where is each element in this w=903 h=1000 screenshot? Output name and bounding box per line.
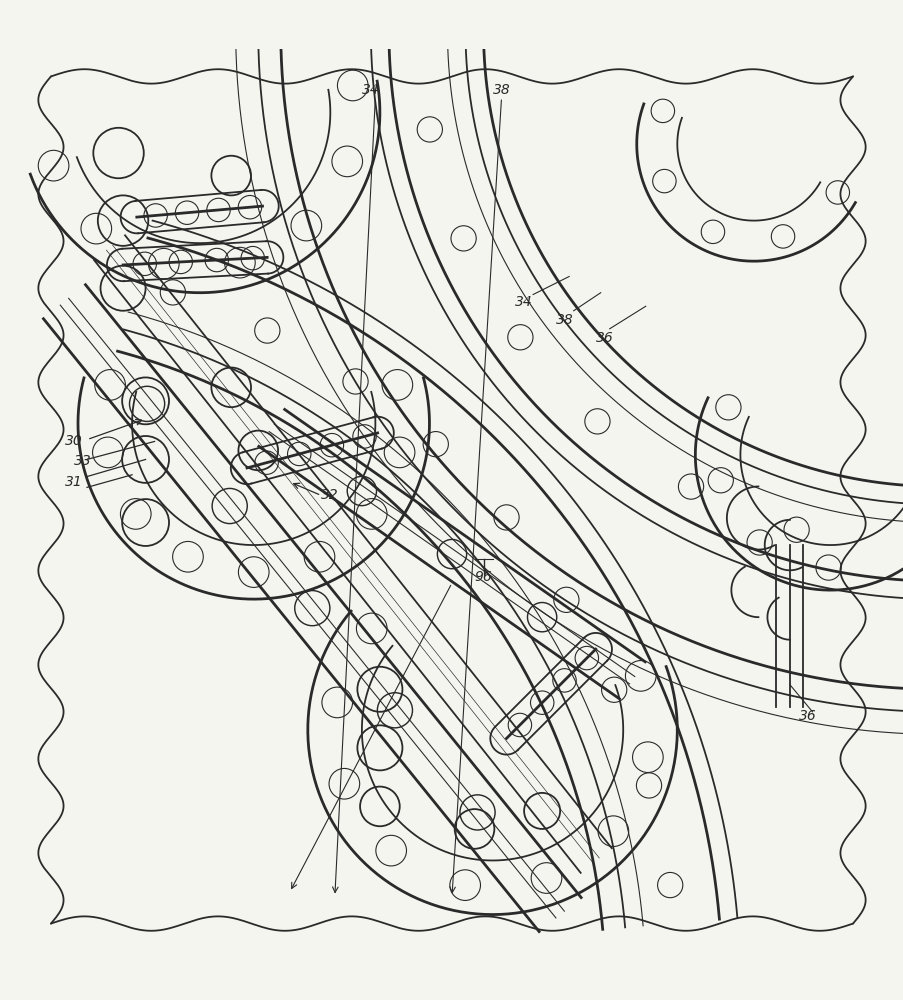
Text: 32: 32 — [321, 488, 339, 502]
Text: 38: 38 — [492, 83, 510, 97]
Text: 38: 38 — [555, 313, 573, 327]
Text: 31: 31 — [64, 475, 82, 489]
Text: 30: 30 — [64, 434, 82, 448]
Text: 36: 36 — [798, 709, 816, 723]
Text: 34: 34 — [515, 295, 533, 309]
Text: 36: 36 — [596, 331, 613, 345]
Text: 34: 34 — [361, 83, 379, 97]
Text: 96: 96 — [474, 570, 492, 584]
Text: 33: 33 — [73, 454, 91, 468]
